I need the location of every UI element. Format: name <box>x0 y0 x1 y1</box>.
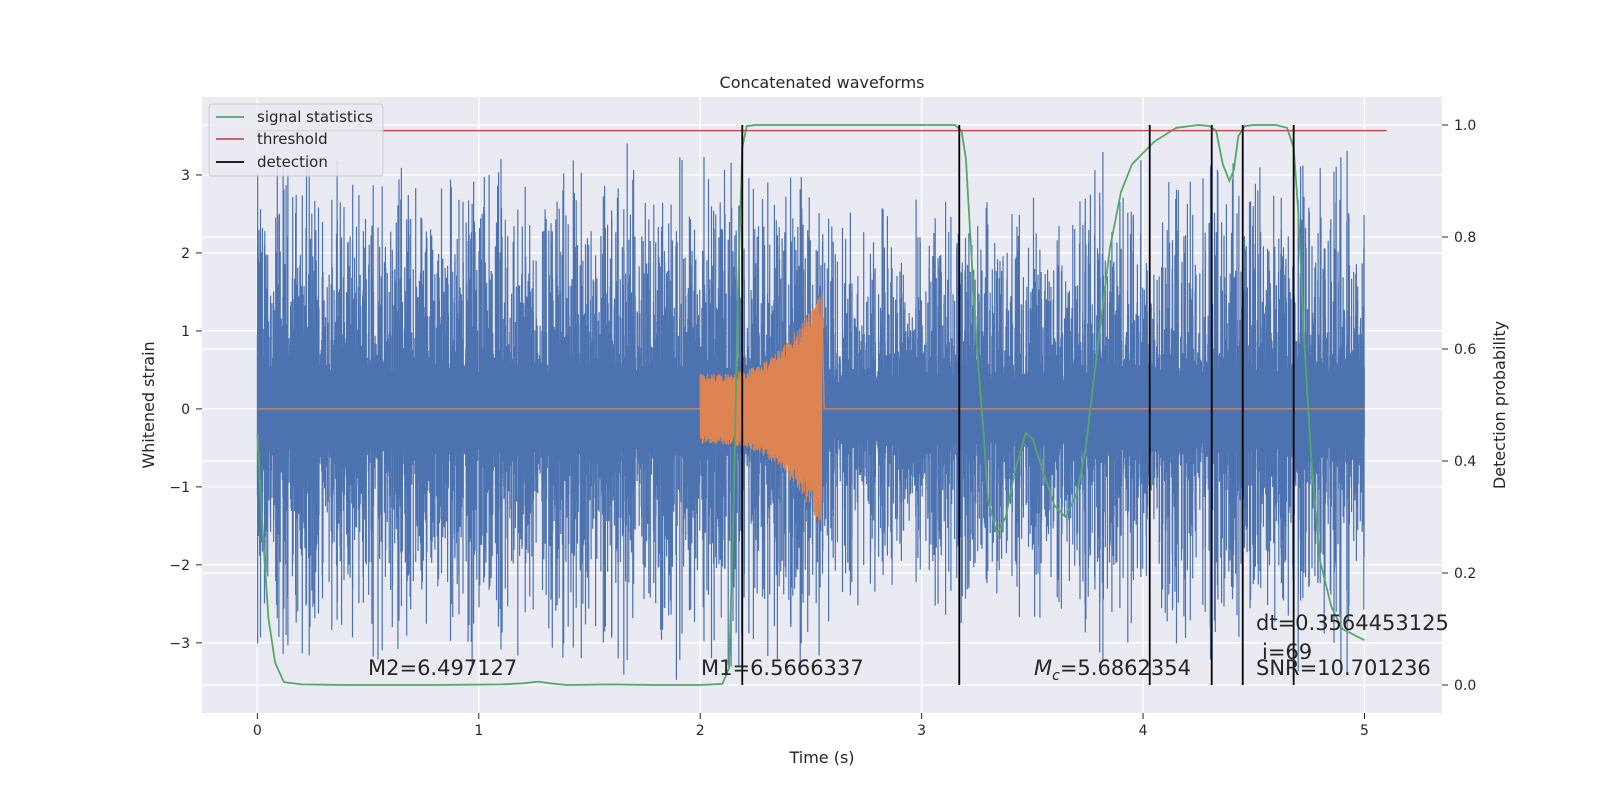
y2-axis-label: Detection probability <box>1490 321 1509 489</box>
signal-statistics-line <box>256 124 1365 686</box>
legend: signal statistics threshold detection <box>208 103 384 177</box>
legend-label-threshold: threshold <box>257 130 328 148</box>
legend-label-statistics: signal statistics <box>257 108 373 126</box>
x-tick-label-5: 5 <box>1360 723 1369 739</box>
y2-tick-label-0: 0.0 <box>1454 678 1476 694</box>
annotation-m2: M2=6.497127 <box>368 656 517 680</box>
annotation-dt: dt=0.3564453125 <box>1256 611 1449 635</box>
plot-area <box>256 124 1387 686</box>
legend-label-detection: detection <box>257 153 328 171</box>
y-tick-label-1: −2 <box>169 558 190 574</box>
annotation-mc: Mc=5.6862354 <box>1034 656 1191 684</box>
y-tick-label-2: −1 <box>169 480 190 496</box>
y2-tick-label-2: 0.4 <box>1454 454 1476 470</box>
y-tick-label-0: −3 <box>169 636 190 652</box>
y2-tick-label-3: 0.6 <box>1454 342 1476 358</box>
y2-tick-label-5: 1.0 <box>1454 118 1476 134</box>
x-axis-ticks: 0 1 2 3 4 5 <box>253 713 1369 739</box>
annotation-mc-value: =5.6862354 <box>1060 656 1191 680</box>
x-axis-label: Time (s) <box>788 748 854 767</box>
x-tick-label-0: 0 <box>253 723 262 739</box>
injection-series <box>257 290 1365 524</box>
chart-title: Concatenated waveforms <box>720 73 925 92</box>
annotation-mc-symbol: M <box>1034 656 1052 680</box>
y2-tick-label-4: 0.8 <box>1454 230 1476 246</box>
y-tick-label-5: 2 <box>181 246 190 262</box>
right-axis-ticks: 0.0 0.2 0.4 0.6 0.8 1.0 <box>1442 118 1476 694</box>
annotation-index: i=69 <box>1262 640 1312 664</box>
y-tick-label-4: 1 <box>181 324 190 340</box>
y-tick-label-3: 0 <box>181 402 190 418</box>
annotation-mc-subscript: c <box>1052 668 1060 684</box>
x-tick-label-2: 2 <box>696 723 705 739</box>
y-tick-label-6: 3 <box>181 168 190 184</box>
y-axis-label: Whitened strain <box>139 341 158 468</box>
annotation-snr: SNR=10.701236 <box>1256 656 1431 680</box>
detection-lines <box>741 125 1295 685</box>
y2-tick-label-1: 0.2 <box>1454 566 1476 582</box>
annotation-m1: M1=6.5666337 <box>701 656 864 680</box>
left-axis-ticks: −3 −2 −1 0 1 2 3 <box>169 168 202 652</box>
x-tick-label-3: 3 <box>917 723 926 739</box>
annotations: M2=6.497127 M1=6.5666337 Mc=5.6862354 dt… <box>368 611 1449 684</box>
x-tick-label-4: 4 <box>1139 723 1148 739</box>
legend-box <box>208 103 384 177</box>
x-tick-label-1: 1 <box>474 723 483 739</box>
